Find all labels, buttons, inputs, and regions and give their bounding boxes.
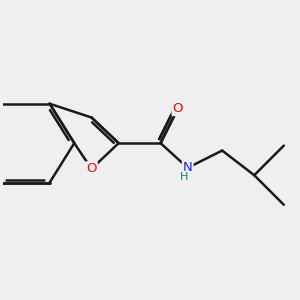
Text: O: O [172, 102, 183, 115]
Text: O: O [86, 162, 97, 175]
Text: N: N [183, 161, 193, 174]
Text: H: H [180, 172, 188, 182]
